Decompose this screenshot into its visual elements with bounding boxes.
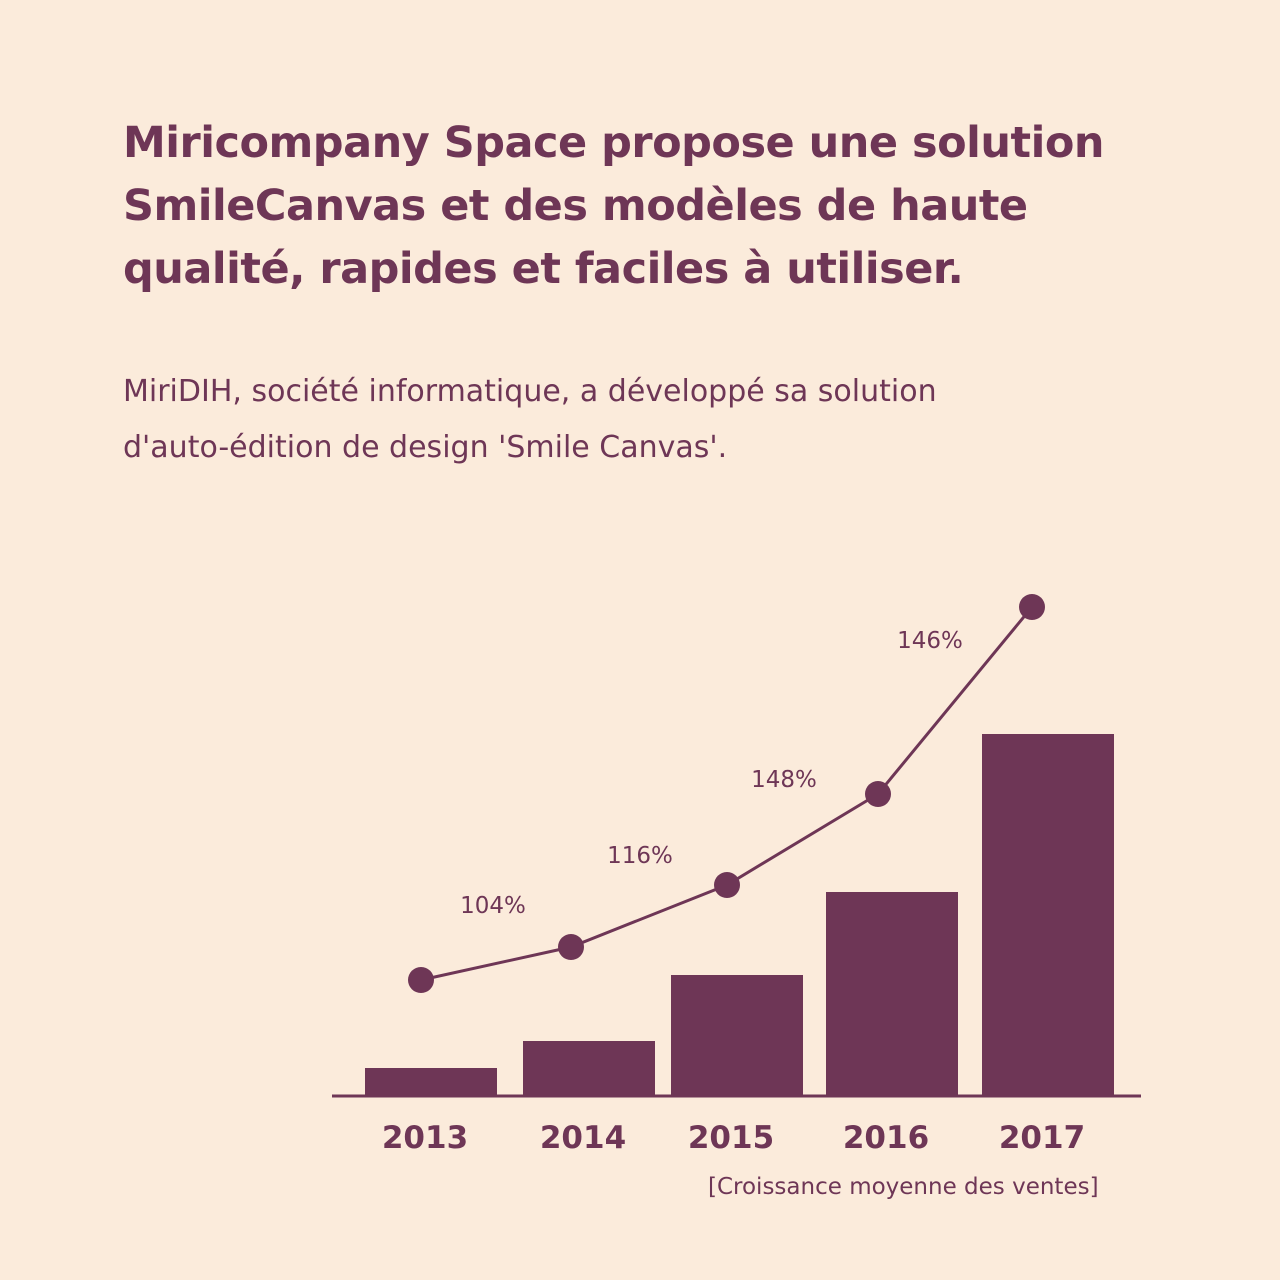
growth-point xyxy=(714,872,740,898)
bar-2014 xyxy=(523,1041,655,1096)
bar-2013 xyxy=(365,1068,497,1096)
growth-label: 148% xyxy=(751,767,817,793)
growth-label: 104% xyxy=(460,893,526,919)
growth-point xyxy=(408,967,434,993)
growth-point xyxy=(865,781,891,807)
bar-2015 xyxy=(671,975,803,1096)
page-title: Miricompany Space propose une solution S… xyxy=(123,118,1104,294)
bar-2017 xyxy=(982,734,1114,1096)
x-tick-label: 2013 xyxy=(382,1120,468,1156)
growth-label: 116% xyxy=(607,843,673,869)
growth-point xyxy=(558,934,584,960)
bar-2016 xyxy=(826,892,958,1096)
x-tick-label: 2016 xyxy=(843,1120,929,1156)
chart-caption: [Croissance moyenne des ventes] xyxy=(708,1174,1099,1200)
page-subtitle: MiriDIH, société informatique, a dévelop… xyxy=(123,374,937,465)
growth-label: 146% xyxy=(897,628,963,654)
x-tick-label: 2015 xyxy=(688,1120,774,1156)
growth-point xyxy=(1019,594,1045,620)
x-tick-label: 2017 xyxy=(999,1120,1085,1156)
x-tick-label: 2014 xyxy=(540,1120,626,1156)
